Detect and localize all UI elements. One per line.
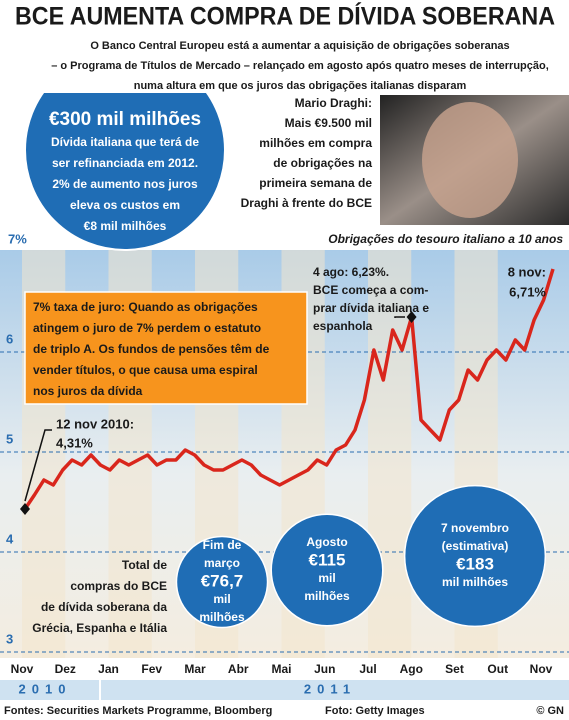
circle-headline: €300 mil milhões bbox=[49, 109, 201, 130]
bubble-text: (estimativa) bbox=[442, 539, 509, 553]
title: BCE AUMENTA COMPRA DE DÍVIDA SOBERANA bbox=[15, 2, 555, 31]
bubble-text: €115 bbox=[309, 550, 346, 569]
annotation-box-text: 7% taxa de juro: Quando as obrigações bbox=[33, 300, 258, 314]
y-tick-label: 5 bbox=[6, 431, 13, 446]
photo-caption: milhões em compra bbox=[259, 136, 372, 150]
x-tick-label: Nov bbox=[11, 662, 34, 676]
subtitle: numa altura em que os juros das obrigaçõ… bbox=[134, 80, 467, 92]
annotation-box-text: vender títulos, o que causa uma espiral bbox=[33, 363, 258, 377]
bubble-caption: de dívida soberana da bbox=[41, 600, 167, 614]
bubble-text: 7 novembro bbox=[441, 521, 509, 535]
bubble-text: mil bbox=[318, 571, 335, 585]
y-tick-label: 6 bbox=[6, 331, 13, 346]
bubble-text: €183 bbox=[456, 554, 494, 573]
x-tick-label: Jan bbox=[98, 662, 119, 676]
bubble-caption: Total de bbox=[122, 558, 167, 572]
x-tick-label: Set bbox=[445, 662, 464, 676]
x-tick-label: Jul bbox=[359, 662, 376, 676]
annotation: 4 ago: 6,23%. bbox=[313, 265, 389, 279]
photo-caption: primeira semana de bbox=[259, 176, 372, 190]
photo-caption: de obrigações na bbox=[273, 156, 372, 170]
annotation-box-text: nos juros da dívida bbox=[33, 384, 143, 398]
x-tick-label: Ago bbox=[400, 662, 423, 676]
circle-text: ser refinanciada em 2012. bbox=[52, 156, 198, 170]
x-tick-label: Mai bbox=[271, 662, 291, 676]
y-tick-label: 3 bbox=[6, 631, 13, 646]
chart-title: Obrigações do tesouro italiano a 10 anos bbox=[328, 232, 563, 246]
photo-caption: Mais €9.500 mil bbox=[285, 116, 372, 130]
photo-face bbox=[422, 102, 518, 218]
annotation: 4,31% bbox=[56, 435, 93, 450]
x-tick-label: Fev bbox=[141, 662, 162, 676]
footer-photo: Foto: Getty Images bbox=[325, 705, 425, 717]
year-label: 2010 bbox=[19, 681, 72, 696]
bubble-text: Agosto bbox=[306, 535, 347, 549]
footer-sources: Fontes: Securities Markets Programme, Bl… bbox=[4, 705, 272, 717]
circle-text: €8 mil milhões bbox=[84, 219, 167, 233]
x-tick-label: Nov bbox=[530, 662, 553, 676]
annotation-box bbox=[24, 291, 308, 405]
y-tick-label: 4 bbox=[6, 531, 14, 546]
bubble-text: Fim de bbox=[203, 538, 242, 552]
y-tick-label: 7% bbox=[8, 231, 27, 246]
start-marker bbox=[20, 503, 30, 515]
year-bar bbox=[0, 680, 569, 700]
subtitle: O Banco Central Europeu está a aumentar … bbox=[90, 40, 509, 52]
annotation-box-text: atingem o juro de 7% perdem o estatuto bbox=[33, 321, 261, 335]
circle-text: Dívida italiana que terá de bbox=[51, 135, 199, 149]
annotation: 8 nov: bbox=[508, 264, 546, 279]
x-tick-label: Abr bbox=[228, 662, 249, 676]
circle-text: eleva os custos em bbox=[70, 198, 180, 212]
circle-text: 2% de aumento nos juros bbox=[52, 177, 198, 191]
annotation: 12 nov 2010: bbox=[56, 416, 134, 431]
bubble bbox=[175, 535, 269, 629]
bubble-text: €76,7 bbox=[201, 571, 244, 590]
bubble-text: março bbox=[204, 556, 240, 570]
year-label: 2011 bbox=[304, 681, 356, 696]
leader bbox=[394, 316, 405, 318]
x-tick-label: Mar bbox=[184, 662, 206, 676]
footer-copyright: © GN bbox=[536, 705, 564, 717]
yield-line bbox=[23, 268, 555, 510]
bubble bbox=[270, 513, 384, 627]
bubble-text: mil milhões bbox=[442, 575, 508, 589]
leader bbox=[24, 429, 52, 502]
annotation: BCE começa a com- bbox=[313, 283, 428, 297]
bubble-text: milhões bbox=[304, 589, 350, 603]
photo-caption: Mario Draghi: bbox=[295, 96, 372, 110]
header-background bbox=[0, 0, 569, 93]
bubble-caption: Grécia, Espanha e Itália bbox=[32, 621, 167, 635]
annotation: 6,71% bbox=[509, 284, 546, 299]
bubble-text: milhões bbox=[199, 610, 245, 624]
annotation: prar dívida italiana e bbox=[313, 301, 429, 315]
bubble-caption: compras do BCE bbox=[70, 579, 167, 593]
x-tick-label: Jun bbox=[314, 662, 335, 676]
annotation: espanhola bbox=[313, 319, 373, 333]
x-tick-label: Dez bbox=[55, 662, 76, 676]
annotation-box-text: de triplo A. Os fundos de pensões têm de bbox=[33, 342, 270, 356]
x-tick-label: Out bbox=[487, 662, 508, 676]
subtitle: – o Programa de Títulos de Mercado – rel… bbox=[51, 60, 549, 72]
bubble bbox=[403, 484, 547, 628]
bubble-text: mil bbox=[213, 592, 230, 606]
peak-marker bbox=[406, 311, 417, 323]
photo-caption: Draghi à frente do BCE bbox=[241, 196, 372, 210]
